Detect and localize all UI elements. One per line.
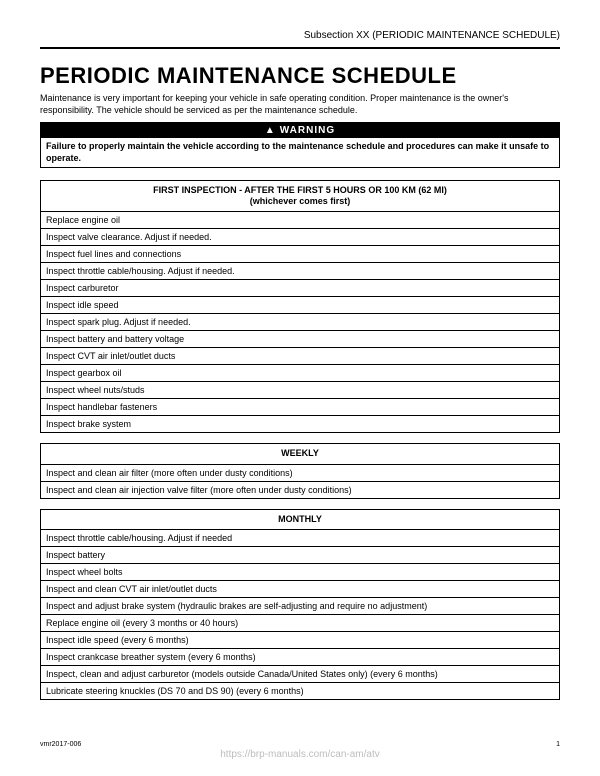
table-row: Inspect and clean air injection valve fi… bbox=[41, 481, 560, 498]
footer-page-number: 1 bbox=[556, 741, 560, 748]
table-row: Lubricate steering knuckles (DS 70 and D… bbox=[41, 682, 560, 699]
intro-text: Maintenance is very important for keepin… bbox=[40, 93, 560, 116]
table-row: Inspect spark plug. Adjust if needed. bbox=[41, 314, 560, 331]
table-row: Inspect idle speed bbox=[41, 297, 560, 314]
table-row: Inspect and clean CVT air inlet/outlet d… bbox=[41, 580, 560, 597]
table-row: Inspect idle speed (every 6 months) bbox=[41, 631, 560, 648]
table-row: Inspect battery and battery voltage bbox=[41, 331, 560, 348]
table-row: Replace engine oil (every 3 months or 40… bbox=[41, 614, 560, 631]
table-row: Inspect wheel nuts/studs bbox=[41, 382, 560, 399]
table-row: Inspect throttle cable/housing. Adjust i… bbox=[41, 263, 560, 280]
schedule-table: WEEKLYInspect and clean air filter (more… bbox=[40, 443, 560, 498]
warning-label: WARNING bbox=[280, 125, 335, 136]
section-header: WEEKLY bbox=[41, 444, 560, 464]
header-subsection: Subsection XX (PERIODIC MAINTENANCE SCHE… bbox=[40, 30, 560, 41]
section-header: MONTHLY bbox=[41, 509, 560, 529]
table-row: Inspect CVT air inlet/outlet ducts bbox=[41, 348, 560, 365]
table-row: Replace engine oil bbox=[41, 212, 560, 229]
table-row: Inspect throttle cable/housing. Adjust i… bbox=[41, 529, 560, 546]
table-row: Inspect brake system bbox=[41, 416, 560, 433]
table-row: Inspect and clean air filter (more often… bbox=[41, 464, 560, 481]
schedule-table: FIRST INSPECTION - AFTER THE FIRST 5 HOU… bbox=[40, 180, 560, 434]
footer-left: vmr2017-006 bbox=[40, 741, 81, 748]
watermark: https://brp-manuals.com/can-am/atv bbox=[0, 749, 600, 760]
warning-box: ▲ WARNING Failure to properly maintain th… bbox=[40, 122, 560, 168]
page-footer: vmr2017-006 1 bbox=[40, 741, 560, 748]
schedule-tables: FIRST INSPECTION - AFTER THE FIRST 5 HOU… bbox=[40, 180, 560, 700]
table-row: Inspect battery bbox=[41, 546, 560, 563]
table-row: Inspect carburetor bbox=[41, 280, 560, 297]
table-row: Inspect handlebar fasteners bbox=[41, 399, 560, 416]
table-row: Inspect valve clearance. Adjust if neede… bbox=[41, 229, 560, 246]
table-row: Inspect wheel bolts bbox=[41, 563, 560, 580]
section-header: FIRST INSPECTION - AFTER THE FIRST 5 HOU… bbox=[41, 180, 560, 212]
header-rule bbox=[40, 47, 560, 49]
warning-text: Failure to properly maintain the vehicle… bbox=[41, 138, 559, 167]
table-row: Inspect and adjust brake system (hydraul… bbox=[41, 597, 560, 614]
warning-icon: ▲ bbox=[265, 125, 276, 136]
schedule-table: MONTHLYInspect throttle cable/housing. A… bbox=[40, 509, 560, 700]
table-row: Inspect gearbox oil bbox=[41, 365, 560, 382]
page-title: PERIODIC MAINTENANCE SCHEDULE bbox=[40, 63, 560, 89]
table-row: Inspect, clean and adjust carburetor (mo… bbox=[41, 665, 560, 682]
table-row: Inspect crankcase breather system (every… bbox=[41, 648, 560, 665]
table-row: Inspect fuel lines and connections bbox=[41, 246, 560, 263]
warning-header: ▲ WARNING bbox=[41, 123, 559, 138]
